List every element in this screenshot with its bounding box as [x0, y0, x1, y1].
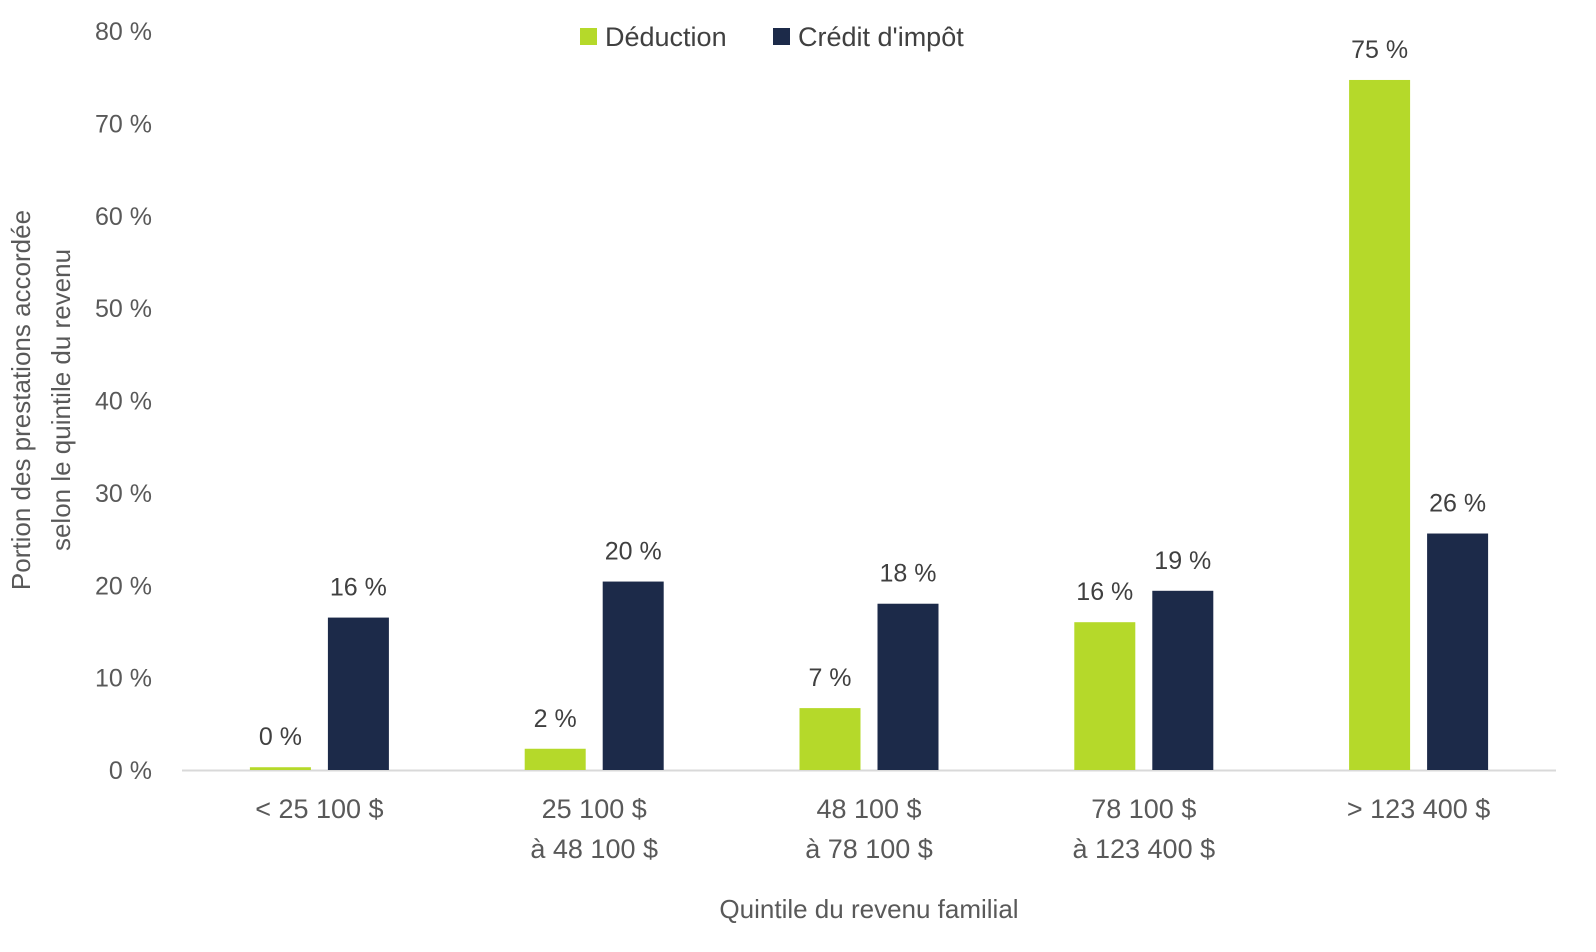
bar-deduction	[524, 748, 586, 770]
y-tick-label: 30 %	[95, 480, 152, 508]
bars	[249, 79, 1489, 771]
x-axis-categories: < 25 100 $ 25 100 $ à 48 100 $ 48 100 $ à 78…	[255, 794, 1490, 864]
bar-credit-impot	[1152, 590, 1214, 770]
y-tick-label: 80 %	[95, 18, 152, 46]
data-label: 75 %	[1351, 36, 1408, 64]
data-label: 20 %	[605, 538, 662, 566]
y-tick-label: 70 %	[95, 110, 152, 138]
y-tick-label: 0 %	[109, 757, 152, 785]
data-labels: 0 % 16 % 2 % 20 % 7 % 18 % 16 % 19 % 75 % 26 %	[259, 36, 1486, 751]
y-axis-title-line: selon le quintile du revenu	[46, 249, 76, 551]
data-label: 18 %	[880, 560, 937, 588]
data-label: 16 %	[1076, 578, 1133, 606]
y-tick-label: 50 %	[95, 295, 152, 323]
bar-credit-impot	[1427, 533, 1489, 770]
x-category-label: à 48 100 $	[530, 834, 658, 864]
y-axis-title: Portion des prestations accordée selon le…	[6, 210, 76, 590]
y-tick-label: 20 %	[95, 572, 152, 600]
bar-credit-impot	[602, 581, 664, 770]
x-category-label: à 123 400 $	[1072, 834, 1215, 864]
y-tick-label: 40 %	[95, 388, 152, 416]
legend-label: Crédit d'impôt	[798, 22, 964, 52]
x-category-label: 25 100 $	[542, 794, 647, 824]
data-label: 16 %	[330, 574, 387, 602]
data-label: 26 %	[1429, 490, 1486, 518]
x-category-label: à 78 100 $	[805, 834, 933, 864]
bar-deduction	[799, 708, 861, 770]
y-tick-label: 60 %	[95, 203, 152, 231]
x-category-label: 78 100 $	[1091, 794, 1196, 824]
data-label: 0 %	[259, 723, 302, 751]
bar-deduction	[249, 767, 311, 770]
x-axis-title: Quintile du revenu familial	[719, 894, 1018, 924]
x-category-label: > 123 400 $	[1347, 794, 1490, 824]
x-category-label: 48 100 $	[816, 794, 921, 824]
bar-deduction	[1349, 79, 1411, 771]
y-axis-title-line: Portion des prestations accordée	[6, 210, 36, 590]
legend: Déduction Crédit d'impôt	[580, 22, 964, 52]
y-axis-ticks: 0 % 10 % 20 % 30 % 40 % 50 % 60 % 70 % 80 %	[95, 18, 152, 785]
x-category-label: < 25 100 $	[255, 794, 383, 824]
legend-label: Déduction	[605, 22, 727, 52]
legend-swatch	[580, 28, 597, 45]
legend-swatch	[773, 28, 790, 45]
data-label: 2 %	[534, 705, 577, 733]
data-label: 19 %	[1154, 547, 1211, 575]
data-label: 7 %	[808, 664, 851, 692]
y-tick-label: 10 %	[95, 665, 152, 693]
bar-credit-impot	[877, 603, 939, 770]
bar-deduction	[1074, 622, 1136, 770]
bar-credit-impot	[327, 617, 389, 770]
